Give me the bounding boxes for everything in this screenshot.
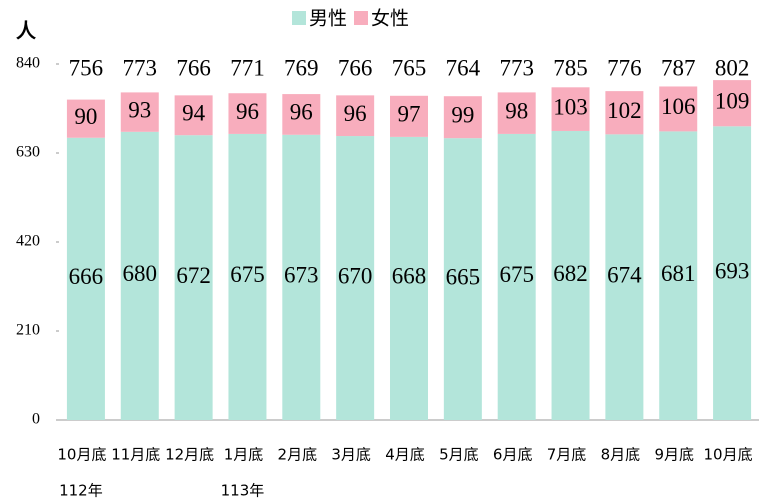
- data-label: 103: [553, 94, 588, 119]
- bar-segment: [713, 80, 752, 127]
- x-tick-label: 5月底: [439, 446, 479, 464]
- x-tick-label: 2月底: [278, 446, 318, 464]
- bar-segment: [228, 133, 267, 420]
- x-group-label: 113年: [221, 482, 265, 500]
- data-label: 681: [661, 261, 696, 286]
- data-label: 97: [398, 102, 421, 127]
- bar-segment: [713, 126, 752, 421]
- bar-segment: [228, 93, 267, 134]
- bar-segment: [659, 86, 698, 132]
- x-tick-label: 11月底: [111, 446, 160, 464]
- bar-segment: [443, 138, 482, 420]
- data-label: 109: [715, 88, 750, 113]
- data-label: 682: [553, 261, 588, 286]
- data-label: 674: [607, 262, 642, 287]
- total-label: 773: [123, 55, 158, 80]
- legend-label: 男性: [309, 8, 347, 30]
- bar-segment: [605, 134, 644, 420]
- bar-segment: [443, 96, 482, 139]
- y-axis-label: 人: [16, 19, 37, 43]
- bar-segment: [336, 95, 375, 137]
- x-tick-label: 4月底: [385, 446, 425, 464]
- total-label: 769: [284, 55, 319, 80]
- bar-segment: [282, 134, 321, 420]
- legend-swatch: [292, 11, 306, 25]
- data-label: 672: [176, 263, 211, 288]
- x-tick-label: 8月底: [601, 446, 641, 464]
- data-label: 96: [290, 100, 313, 125]
- data-label: 693: [715, 258, 750, 283]
- legend-label: 女性: [371, 8, 409, 30]
- x-tick-label: 6月底: [493, 446, 533, 464]
- x-tick-label: 7月底: [547, 446, 587, 464]
- total-label: 771: [230, 55, 265, 80]
- y-tick-label: 630: [16, 144, 40, 161]
- total-label: 766: [338, 55, 373, 80]
- x-tick-label: 3月底: [331, 446, 371, 464]
- data-label: 675: [499, 262, 534, 287]
- x-tick-label: 1月底: [224, 446, 264, 464]
- bar-segment: [66, 137, 105, 420]
- data-label: 98: [505, 98, 528, 123]
- data-label: 106: [661, 94, 696, 119]
- data-label: 665: [446, 264, 481, 289]
- bar-segment: [282, 94, 321, 135]
- y-tick-label: 420: [16, 233, 40, 250]
- total-label: 776: [607, 55, 642, 80]
- data-label: 96: [344, 101, 367, 126]
- y-tick-label: 840: [16, 55, 40, 72]
- data-label: 668: [392, 264, 427, 289]
- data-label: 96: [236, 99, 259, 124]
- data-label: 90: [74, 104, 97, 129]
- total-label: 802: [715, 55, 750, 80]
- bar-segment: [336, 136, 375, 421]
- bar-segment: [605, 91, 644, 135]
- bar-segment: [120, 92, 159, 132]
- data-label: 680: [123, 261, 158, 286]
- bar-segment: [659, 131, 698, 420]
- x-tick-label: 10月底: [57, 446, 106, 464]
- x-tick-label: 12月底: [165, 446, 214, 464]
- legend-swatch: [354, 11, 368, 25]
- data-label: 675: [230, 262, 265, 287]
- bar-segment: [497, 133, 536, 420]
- x-tick-label: 9月底: [654, 446, 694, 464]
- bar-segment: [390, 95, 428, 137]
- bar-segment: [551, 130, 590, 420]
- bar-segment: [497, 92, 536, 134]
- data-label: 99: [451, 102, 474, 127]
- total-label: 785: [553, 55, 588, 80]
- bar-segment: [390, 136, 428, 420]
- data-label: 94: [182, 101, 206, 126]
- bar-segment: [174, 95, 213, 136]
- bar-segment: [174, 135, 213, 420]
- bar-segment: [551, 87, 590, 131]
- total-label: 756: [69, 55, 104, 80]
- data-label: 93: [128, 97, 151, 122]
- y-tick-label: 0: [32, 411, 40, 428]
- total-label: 765: [392, 55, 427, 80]
- total-label: 764: [446, 55, 481, 80]
- x-group-label: 112年: [59, 482, 103, 500]
- bar-segment: [120, 131, 159, 421]
- bar-segment: [66, 99, 105, 138]
- y-tick-label: 210: [16, 322, 40, 339]
- data-label: 670: [338, 263, 373, 288]
- x-tick-label: 10月底: [704, 446, 753, 464]
- total-label: 787: [661, 55, 696, 80]
- data-label: 102: [607, 98, 642, 123]
- total-label: 766: [176, 55, 211, 80]
- data-label: 673: [284, 263, 319, 288]
- data-label: 666: [69, 264, 104, 289]
- total-label: 773: [499, 55, 534, 80]
